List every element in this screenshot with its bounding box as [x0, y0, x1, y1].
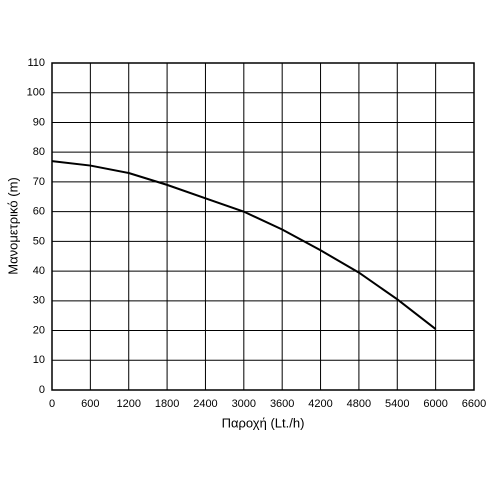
y-tick-label: 110 — [27, 57, 45, 69]
x-tick-label: 1800 — [155, 398, 179, 410]
y-tick-label: 50 — [33, 235, 45, 247]
x-tick-label: 4200 — [308, 398, 332, 410]
y-axis-title: Μανομετρικό (m) — [5, 177, 20, 274]
y-tick-label: 60 — [33, 206, 45, 218]
x-tick-label: 5400 — [385, 398, 409, 410]
x-tick-label: 6600 — [462, 398, 486, 410]
x-tick-label: 0 — [49, 398, 55, 410]
y-tick-label: 40 — [33, 265, 45, 277]
y-tick-label: 70 — [33, 176, 45, 188]
curve — [51, 160, 437, 330]
y-tick-label: 20 — [33, 324, 45, 336]
y-tick-label: 100 — [27, 87, 45, 99]
y-tick-label: 0 — [39, 384, 45, 396]
x-tick-label: 4800 — [347, 398, 371, 410]
x-tick-label: 600 — [81, 398, 99, 410]
x-tick-label: 3600 — [270, 398, 294, 410]
plot-frame — [51, 62, 475, 391]
x-tick-label: 3000 — [232, 398, 256, 410]
y-tick-label: 80 — [33, 146, 45, 158]
x-tick-label: 6000 — [423, 398, 447, 410]
y-tick-label: 90 — [33, 116, 45, 128]
y-tick-label: 30 — [33, 295, 45, 307]
y-tick-label: 10 — [33, 354, 45, 366]
x-axis-title: Παροχή (Lt./h) — [222, 415, 305, 430]
x-tick-label: 1200 — [116, 398, 140, 410]
x-tick-label: 2400 — [193, 398, 217, 410]
